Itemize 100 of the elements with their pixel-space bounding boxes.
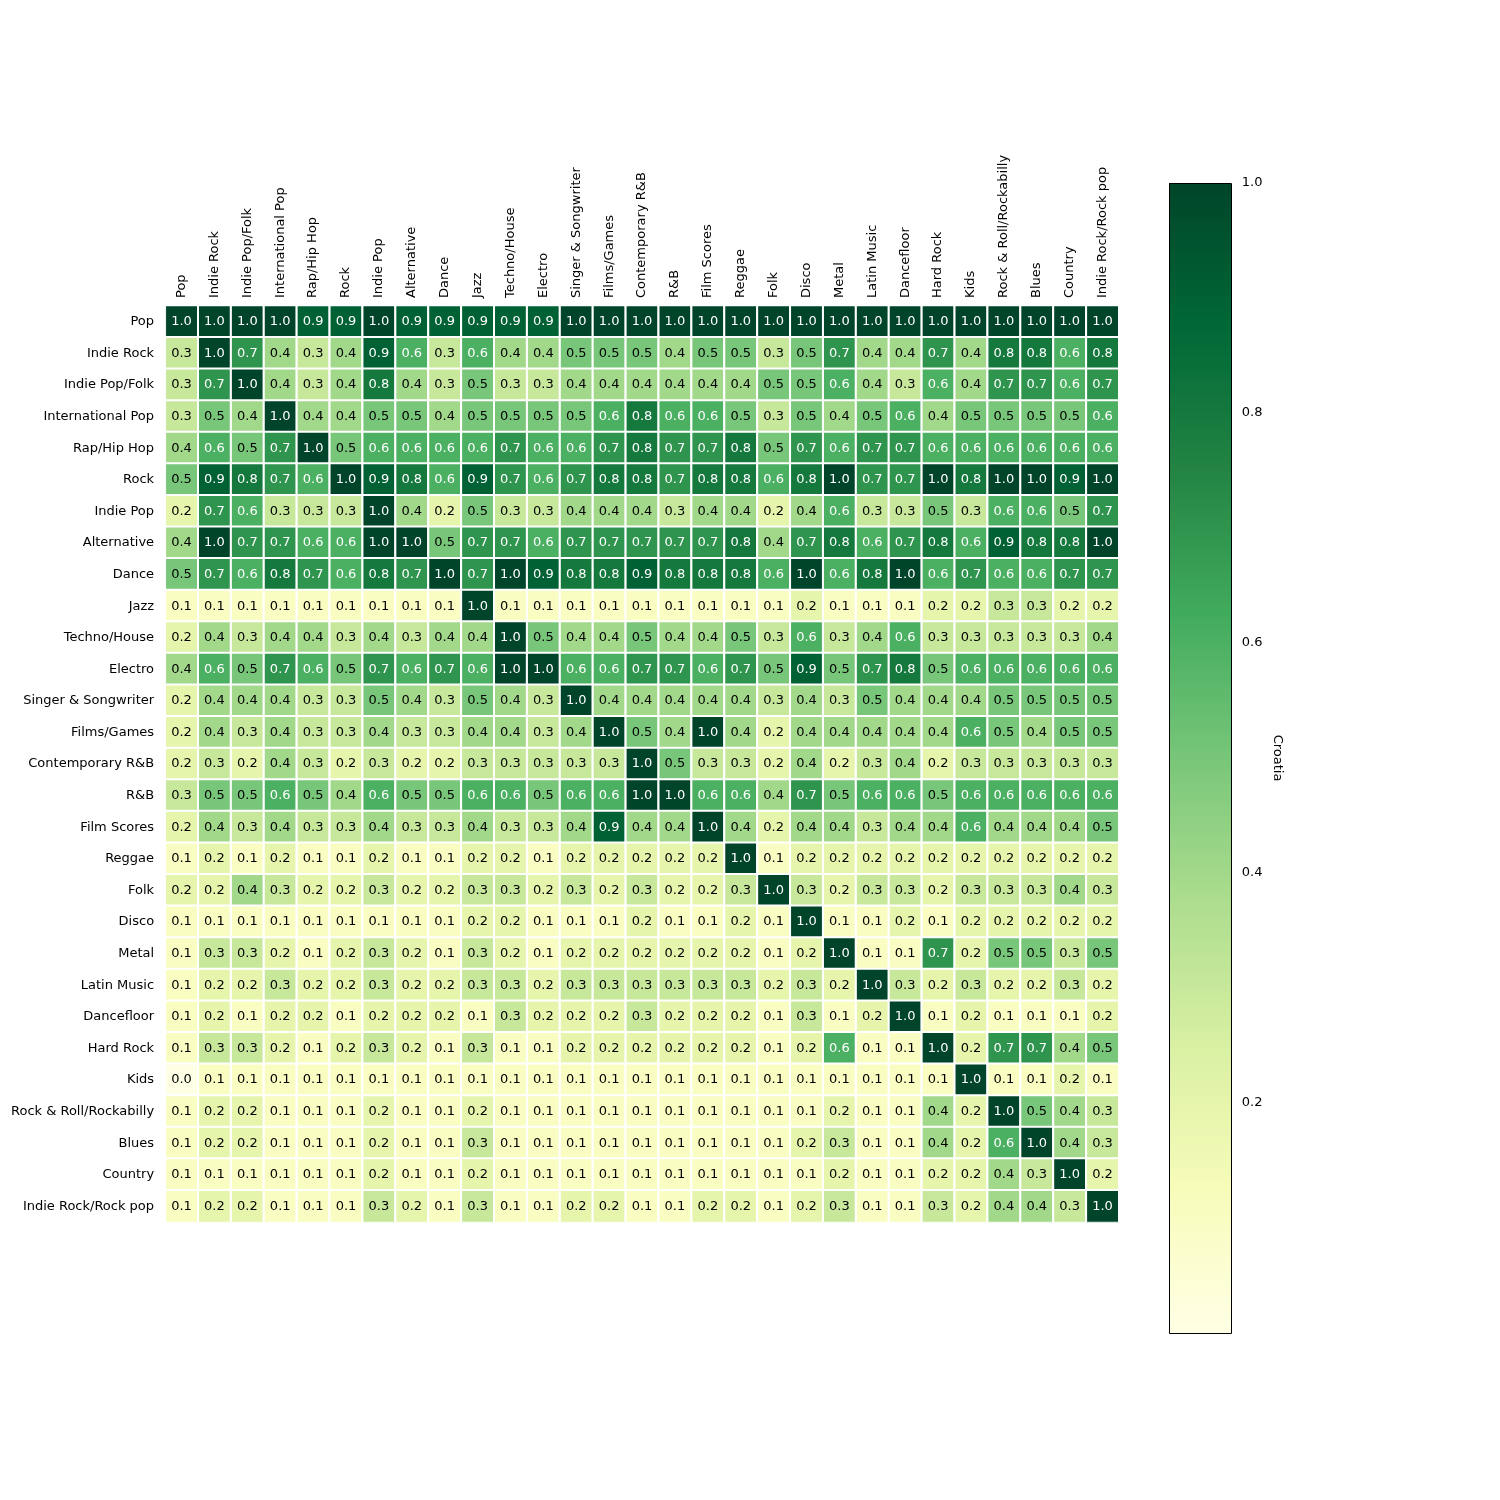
data-label: 0.4 [960,692,982,708]
data-label: 0.2 [500,945,521,961]
data-label: 0.6 [1026,565,1048,581]
data-label: 0.4 [434,629,456,645]
data-label: 0.1 [861,1103,883,1118]
x-tick-label: Techno/House [501,207,517,299]
data-label: 0.4 [993,818,1015,834]
data-label: 0.4 [697,502,719,518]
data-label: 1.0 [598,723,620,739]
data-label: 0.7 [894,471,916,487]
data-label: 0.3 [335,818,357,834]
data-label: 0.2 [467,913,488,929]
data-label: 0.3 [796,1008,817,1024]
data-label: 0.4 [763,534,784,550]
data-label: 0.3 [960,881,982,897]
data-label: 0.5 [861,407,883,423]
data-label: 0.6 [829,502,850,518]
color-bar-label: 0.8 [1241,404,1263,420]
data-label: 0.6 [533,439,554,455]
x-tick-label: Film Scores [699,224,715,298]
data-label: 0.3 [335,723,357,739]
data-label: 0.5 [467,407,488,423]
data-label: 1.0 [236,376,258,392]
data-label: 0.4 [796,723,817,739]
data-label: 0.1 [763,1103,784,1118]
x-tick-label: Alternative [403,226,419,298]
data-label: 0.4 [500,692,521,708]
data-label: 0.2 [204,1134,225,1150]
data-label: 0.4 [401,502,423,518]
x-tick-label: Kids [962,270,978,298]
x-tick-label: Pop [172,274,188,298]
data-label: 1.0 [631,787,653,803]
data-label: 0.2 [796,945,817,961]
data-label: 0.6 [335,534,357,550]
data-label: 0.2 [434,755,456,771]
data-label: 1.0 [467,597,488,613]
x-tick-label: Films/Games [600,214,616,298]
data-label: 0.2 [730,945,752,961]
data-label: 0.3 [631,881,653,897]
data-label: 0.2 [401,1197,423,1213]
data-label: 0.3 [236,945,258,961]
data-label: 0.2 [171,881,192,897]
data-label: 0.3 [434,344,456,360]
y-tick-label: Indie Rock/Rock pop [22,1197,155,1213]
data-label: 0.4 [894,692,916,708]
data-label: 0.4 [927,818,949,834]
data-label: 1.0 [993,1103,1015,1118]
data-label: 0.1 [993,1071,1015,1087]
data-label: 0.5 [565,407,587,423]
data-label: 0.2 [204,1008,225,1024]
y-tick-label: Contemporary R&B [28,755,155,771]
data-label: 0.3 [894,881,916,897]
data-label: 0.2 [565,945,587,961]
data-label: 0.1 [861,1197,883,1213]
data-label: 0.1 [598,913,620,929]
data-label: 0.3 [236,629,258,645]
data-label: 0.9 [796,660,817,676]
data-label: 0.2 [1059,850,1080,866]
data-label: 0.7 [565,534,587,550]
data-label: 0.3 [1026,881,1048,897]
data-label: 1.0 [927,471,949,487]
data-label: 0.2 [335,976,357,992]
data-label: 1.0 [829,945,850,961]
data-label: 0.8 [993,344,1015,360]
data-label: 0.8 [730,534,752,550]
data-label: 0.9 [302,313,324,329]
data-label: 0.1 [236,913,258,929]
data-label: 0.5 [236,439,258,455]
data-label: 0.5 [1092,1039,1113,1055]
data-label: 0.1 [861,1039,883,1055]
data-label: 0.7 [664,439,686,455]
data-label: 0.6 [697,407,719,423]
data-label: 0.3 [302,692,324,708]
y-tick-label: Rock & Roll/Rockabilly [10,1103,155,1118]
data-label: 0.1 [533,597,554,613]
data-label: 0.3 [993,755,1015,771]
data-label: 0.1 [763,1197,784,1213]
data-label: 0.1 [335,850,357,866]
data-label: 0.6 [598,787,620,803]
color-bar-label: 0.2 [1241,1094,1263,1110]
data-label: 0.1 [434,945,456,961]
data-label: 0.1 [500,1103,521,1118]
data-label: 0.3 [467,976,488,992]
data-label: 0.1 [894,597,916,613]
data-label: 0.2 [697,1008,719,1024]
data-label: 0.6 [664,407,686,423]
x-tick-label: Contemporary R&B [633,172,649,298]
data-label: 0.4 [598,376,620,392]
data-label: 0.1 [730,597,752,613]
data-label: 0.2 [500,913,521,929]
data-label: 0.3 [500,1008,521,1024]
data-label: 0.5 [171,471,192,487]
data-label: 0.3 [236,818,258,834]
data-label: 0.5 [204,407,225,423]
data-label: 0.1 [697,1071,719,1087]
data-label: 1.0 [368,534,390,550]
data-label: 0.4 [1059,1039,1080,1055]
data-label: 0.1 [368,597,390,613]
data-label: 0.1 [565,1134,587,1150]
data-label: 0.3 [467,755,488,771]
